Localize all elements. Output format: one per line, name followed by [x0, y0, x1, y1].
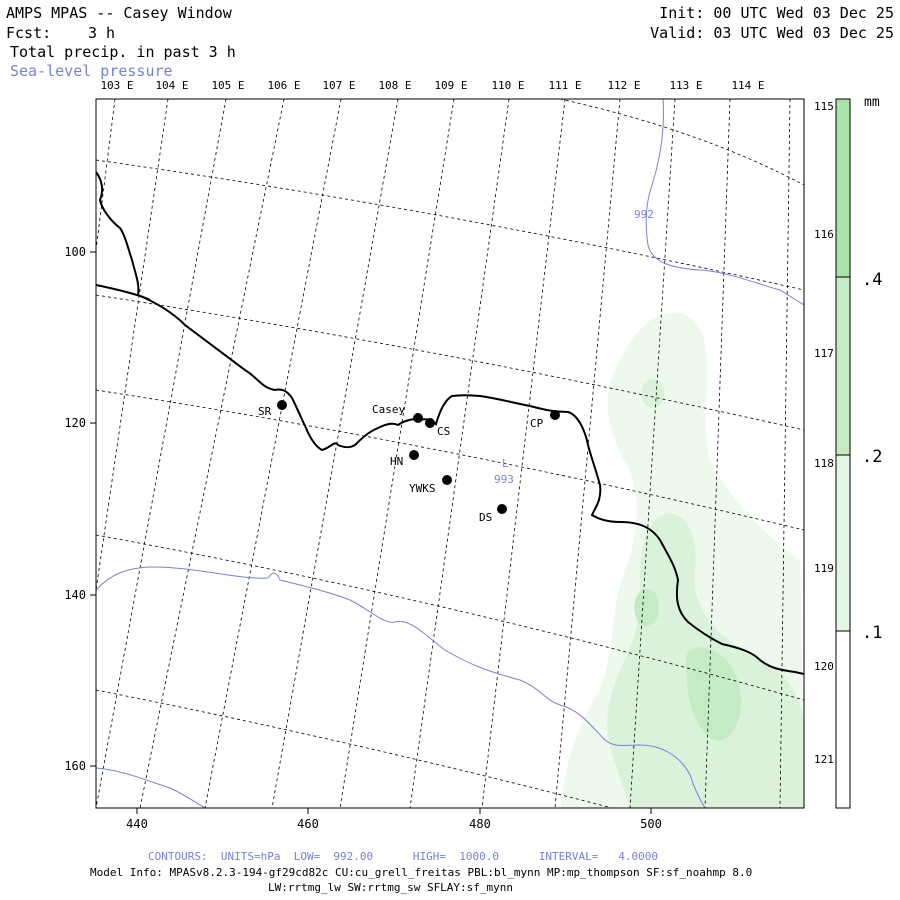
y-tick-labels: 100 120 140 160 [64, 245, 86, 773]
meridian-109 [339, 99, 455, 808]
precip-area-high-2 [686, 647, 741, 741]
map-frame [95, 98, 805, 809]
forecast-hour: 3 h [88, 24, 116, 42]
x-tick-label: 460 [297, 817, 319, 831]
pressure-labels: L 993 992 [494, 208, 654, 486]
lon-label: 108 E [378, 79, 411, 92]
axis-ticks [90, 251, 652, 814]
lon-label: 107 E [322, 79, 355, 92]
lon-label: 110 E [491, 79, 524, 92]
meridian-112 [554, 99, 621, 808]
meridian-104 [96, 99, 169, 591]
init-time: Init: 00 UTC Wed 03 Dec 25 [659, 4, 894, 22]
lon-label: 111 E [548, 79, 581, 92]
meridian-115 [779, 99, 791, 808]
lon-label: 103 E [100, 79, 133, 92]
colorbar-segment-2 [836, 277, 850, 455]
parallel-4 [96, 534, 804, 701]
field-title: Total precip. in past 3 h [10, 43, 236, 61]
map-title: AMPS MPAS -- Casey Window [6, 4, 232, 22]
isobar-1000-south [96, 566, 706, 808]
isobar-label: 992 [634, 208, 654, 221]
lon-label: 106 E [267, 79, 300, 92]
parallel-0 [559, 99, 804, 186]
precip-shading [560, 312, 804, 808]
parallel-3 [96, 389, 804, 531]
colorbar-segment-top [836, 99, 850, 277]
station-label-cs: CS [437, 425, 450, 438]
stations: SR Casey CS CP HN YWKS DS [258, 400, 560, 524]
colorbar-label: .2 [862, 447, 882, 467]
precip-area-mid-2 [641, 379, 665, 408]
model-info-line2: LW:rrtmg_lw SW:rrtmg_sw SFLAY:sf_mynn [268, 881, 514, 894]
coastline-upper [96, 284, 151, 301]
latlon-grid [96, 99, 804, 808]
parallel-5 [96, 689, 614, 808]
y-tick-label: 100 [64, 245, 86, 259]
colorbar-label: .4 [862, 270, 882, 290]
colorbar-frame [835, 98, 851, 809]
station-label-ds: DS [479, 511, 492, 524]
colorbar-unit: mm [864, 95, 880, 110]
station-dot-cp[interactable] [550, 410, 560, 420]
isobars [96, 99, 804, 808]
contour-info: CONTOURS: UNITS=hPa LOW= 992.00 HIGH= 10… [148, 850, 658, 863]
x-tick-label: 480 [469, 817, 491, 831]
x-tick-labels: 440 460 480 500 [126, 817, 662, 831]
parallel-1 [96, 159, 804, 291]
forecast-label: Fcst: [6, 24, 52, 42]
colorbar-segment-bottom [836, 631, 850, 808]
x-tick-label: 440 [126, 817, 148, 831]
contour-field-title: Sea-level pressure [10, 62, 173, 80]
meridian-103 [96, 99, 116, 251]
station-dot-casey[interactable] [413, 413, 423, 423]
lon-label: 112 E [607, 79, 640, 92]
lon-label: 114 E [731, 79, 764, 92]
colorbar-segment-3 [836, 455, 850, 631]
meridian-113 [629, 99, 676, 808]
station-dot-ds[interactable] [497, 504, 507, 514]
low-center-symbol: L [502, 457, 509, 470]
station-dot-hn[interactable] [409, 450, 419, 460]
station-dot-sr[interactable] [277, 400, 287, 410]
meridian-108 [271, 99, 399, 808]
colorbar-label: .1 [862, 623, 882, 643]
meridian-111 [481, 99, 566, 808]
isobar-1000-southwest [96, 767, 206, 808]
station-dot-cs[interactable] [425, 418, 435, 428]
x-tick-label: 500 [640, 817, 662, 831]
meridian-107 [204, 99, 342, 808]
station-label-cp: CP [530, 417, 544, 430]
model-info: Model Info: MPASv8.2.3-194-gf29cd82c CU:… [90, 866, 753, 879]
meridian-106 [139, 99, 285, 808]
isobar-992-north [645, 99, 804, 306]
precip-area-high [634, 589, 660, 626]
low-center-value: 993 [494, 473, 514, 486]
meridian-114 [704, 99, 731, 808]
y-tick-label: 120 [64, 416, 86, 430]
station-label-sr: SR [258, 405, 272, 418]
colorbar: mm .4 .2 .1 [835, 95, 882, 809]
station-label-ywks: YWKS [409, 482, 436, 495]
lon-label: 109 E [434, 79, 467, 92]
parallel-2 [96, 294, 804, 431]
station-dot-ywks[interactable] [442, 475, 452, 485]
y-tick-label: 140 [64, 588, 86, 602]
station-label-casey: Casey [372, 403, 405, 416]
meridian-110 [409, 99, 510, 808]
station-label-hn: HN [390, 455, 403, 468]
lon-label: 105 E [211, 79, 244, 92]
lon-label: 104 E [155, 79, 188, 92]
meridian-105 [96, 99, 227, 808]
valid-time: Valid: 03 UTC Wed 03 Dec 25 [650, 24, 894, 42]
lon-label: 113 E [669, 79, 702, 92]
y-tick-label: 160 [64, 759, 86, 773]
top-longitude-labels: 103 E 104 E 105 E 106 E 107 E 108 E 109 … [100, 79, 764, 92]
